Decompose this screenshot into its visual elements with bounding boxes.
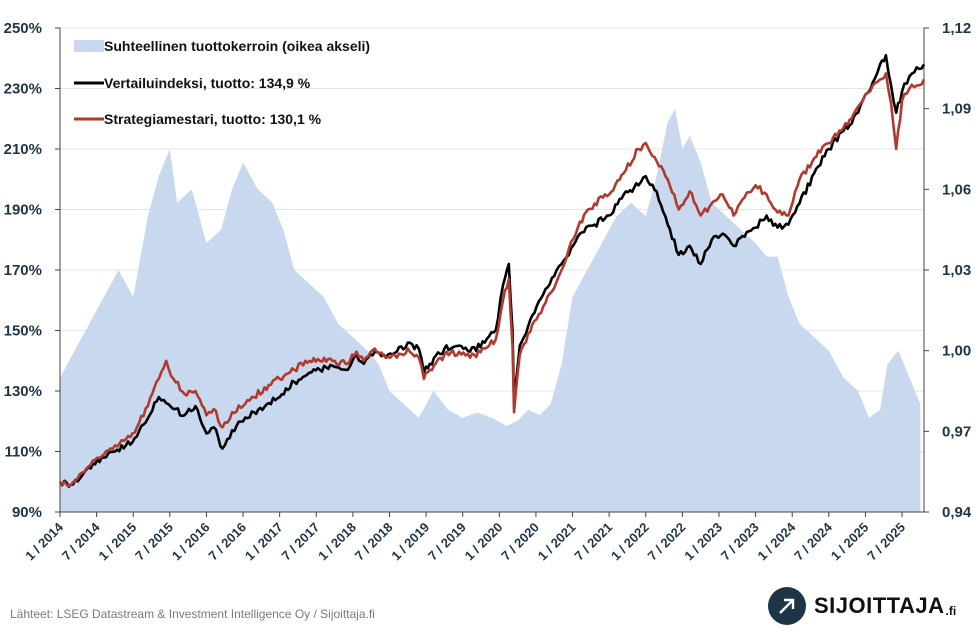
- logo-text: SIJOITTAJA: [814, 593, 945, 618]
- left-axis-ticks: 90% 110% 130% 150% 170% 190% 210% 230% 250%: [4, 20, 60, 521]
- source-note: Lähteet: LSEG Datastream & Investment In…: [10, 607, 375, 621]
- area-layer: [60, 108, 921, 512]
- x-tick-label: 1 / 2024: [754, 519, 798, 563]
- line-layer: [58, 53, 926, 488]
- legend-label-benchmark: Vertailuindeksi, tuotto: 134,9 %: [104, 75, 311, 91]
- left-tick-label: 170%: [4, 262, 42, 279]
- left-tick-label: 230%: [4, 81, 42, 98]
- x-tick-label: 1 / 2018: [315, 520, 359, 564]
- x-tick-label: 7 / 2016: [205, 520, 249, 564]
- x-tick-label: 7 / 2022: [645, 520, 689, 564]
- x-tick-label: 1 / 2021: [535, 520, 579, 564]
- left-tick-label: 130%: [4, 383, 42, 400]
- series-line-strategy: [58, 72, 926, 488]
- x-tick-label: 7 / 2021: [571, 520, 615, 564]
- left-tick-label: 250%: [4, 20, 42, 37]
- x-tick-label: 1 / 2015: [96, 520, 140, 564]
- x-tick-label: 1 / 2017: [242, 520, 286, 564]
- left-tick-label: 210%: [4, 141, 42, 158]
- x-tick-label: 1 / 2019: [388, 520, 432, 564]
- right-tick-label: 1,12: [942, 20, 971, 37]
- series-area-relative-return: [60, 108, 921, 512]
- left-tick-label: 110%: [4, 444, 42, 461]
- x-tick-label: 7 / 2020: [498, 520, 542, 564]
- right-axis-ticks: 0,94 0,97 1,00 1,03 1,06 1,09 1,12: [924, 20, 972, 521]
- legend-label-strategy: Strategiamestari, tuotto: 130,1 %: [104, 111, 322, 127]
- left-tick-label: 90%: [12, 504, 42, 521]
- x-tick-label: 7 / 2018: [352, 520, 396, 564]
- logo[interactable]: SIJOITTAJA .fi: [768, 586, 956, 626]
- x-tick-label: 1 / 2022: [608, 520, 652, 564]
- right-tick-label: 1,03: [942, 262, 971, 279]
- left-tick-label: 150%: [4, 323, 42, 340]
- x-tick-label: 1 / 2023: [681, 520, 725, 564]
- right-tick-label: 1,06: [942, 181, 971, 198]
- x-tick-label: 1 / 2020: [462, 520, 506, 564]
- left-tick-label: 190%: [4, 202, 42, 219]
- logo-arrow-icon: [768, 587, 806, 625]
- x-tick-label: 1 / 2025: [828, 520, 872, 564]
- x-tick-label: 7 / 2015: [132, 520, 176, 564]
- logo-suffix: .fi: [945, 604, 957, 618]
- x-tick-label: 7 / 2024: [791, 519, 835, 563]
- x-tick-label: 1 / 2016: [169, 520, 213, 564]
- right-tick-label: 0,97: [942, 423, 971, 440]
- x-tick-label: 7 / 2025: [864, 520, 908, 564]
- legend-label-area: Suhteellinen tuottokerroin (oikea akseli…: [104, 38, 370, 54]
- right-tick-label: 1,00: [942, 343, 971, 360]
- right-tick-label: 1,09: [942, 101, 971, 118]
- legend-swatch-area: [74, 40, 104, 52]
- legend: Suhteellinen tuottokerroin (oikea akseli…: [74, 38, 370, 127]
- x-tick-label: 7 / 2023: [718, 520, 762, 564]
- series-line-benchmark: [58, 53, 926, 488]
- x-tick-label: 1 / 2014: [22, 519, 66, 563]
- x-tick-label: 7 / 2014: [59, 519, 103, 563]
- chart: 90% 110% 130% 150% 170% 190% 210% 230% 250% 0,94…: [4, 20, 972, 563]
- right-tick-label: 0,94: [942, 504, 972, 521]
- x-tick-label: 7 / 2017: [279, 520, 323, 564]
- x-tick-label: 7 / 2019: [425, 520, 469, 564]
